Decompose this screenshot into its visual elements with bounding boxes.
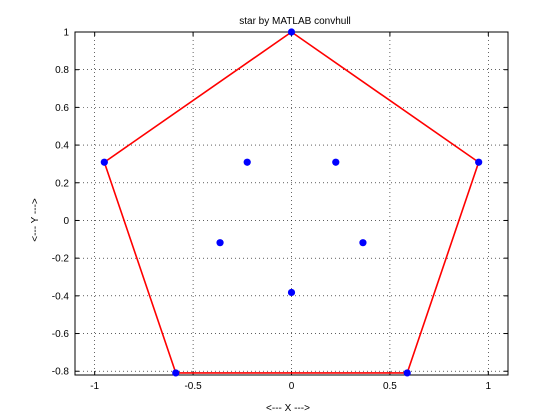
y-tick-label: 0.2 (55, 178, 69, 189)
y-tick-label: 0.6 (55, 103, 69, 114)
y-tick-label: 1 (63, 28, 69, 39)
y-axis-label: <--- Y ---> (30, 198, 41, 242)
y-tick-label: 0.8 (55, 65, 69, 76)
y-tick-label: -0.6 (52, 329, 70, 340)
data-point (100, 158, 108, 166)
ticks: -1 -0.5 0 0.5 1 1 0.8 0.6 0.4 0.2 0 -0.2 -0.4 -0.6 -0.… (52, 28, 508, 392)
x-tick-label: 1 (486, 381, 492, 392)
hull-edge (103, 31, 292, 163)
data-point (475, 158, 483, 166)
data-point (287, 28, 296, 36)
x-tick-label: -1 (90, 381, 99, 392)
y-tick-label: -0.8 (52, 367, 70, 378)
hull-edge (406, 161, 480, 374)
chart-title: star by MATLAB convhull (239, 16, 351, 27)
axes-box (74, 31, 509, 376)
data-point (287, 288, 296, 297)
x-tick-label: 0 (289, 381, 295, 392)
y-tick-label: -0.2 (52, 254, 70, 265)
data-point (172, 369, 180, 377)
data-point (216, 239, 224, 247)
x-axis-label: <--- X ---> (266, 403, 310, 414)
x-tick-label: 0.5 (383, 381, 397, 392)
grid (75, 31, 508, 375)
y-tick-label: 0.4 (55, 141, 69, 152)
y-tick-label: 0 (63, 216, 69, 227)
hull-edge (103, 161, 177, 374)
y-tick-label: -0.4 (52, 291, 70, 302)
points-series (100, 28, 483, 377)
data-point (403, 369, 411, 377)
x-tick-label: -0.5 (184, 381, 202, 392)
data-point (243, 158, 251, 166)
hull-series (103, 31, 480, 374)
data-point (359, 239, 367, 247)
hull-edge (291, 31, 480, 163)
data-point (332, 158, 340, 166)
